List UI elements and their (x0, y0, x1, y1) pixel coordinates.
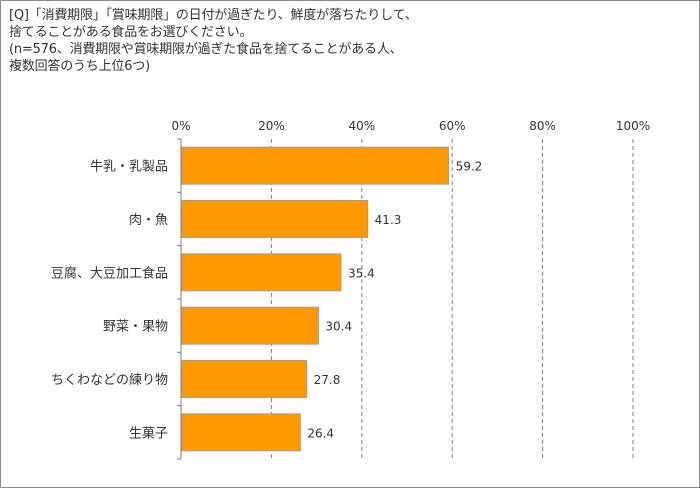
question-line-1: [Q]「消費期限」「賞味期限」の日付が過ぎたり、鮮度が落ちたりして、 (9, 8, 418, 23)
value-label: 41.3 (375, 213, 402, 227)
x-tick-label: 40% (348, 119, 375, 133)
bar (180, 413, 301, 452)
question-line-2: 捨てることがある食品をお選びください。 (9, 25, 253, 40)
value-label: 59.2 (456, 160, 483, 174)
sample-note-line-1: (n=576、消費期限や賞味期限が過ぎた食品を捨てることがある人、 (9, 42, 403, 57)
x-tick-label: 60% (439, 119, 466, 133)
x-tick-label: 0% (171, 119, 190, 133)
value-label: 26.4 (307, 426, 334, 440)
x-tick-label: 20% (258, 119, 285, 133)
value-label: 27.8 (314, 373, 341, 387)
bar (180, 253, 342, 292)
x-tick-label: 80% (529, 119, 556, 133)
category-label: 牛乳・乳製品 (90, 160, 168, 175)
bar (180, 146, 450, 185)
bar (180, 360, 308, 398)
bar (180, 200, 369, 238)
category-label: 野菜・果物 (103, 320, 168, 335)
category-label: 生菓子 (129, 426, 168, 441)
bar (180, 306, 319, 345)
value-label: 35.4 (348, 266, 375, 280)
category-label: ちくわなどの練り物 (51, 373, 168, 388)
value-label: 30.4 (325, 320, 352, 334)
category-label: 肉・魚 (129, 213, 168, 228)
x-tick-label: 100% (616, 119, 650, 133)
category-label: 豆腐、大豆加工食品 (51, 265, 168, 281)
sample-note-line-2: 複数回答のうち上位6つ) (9, 59, 150, 74)
